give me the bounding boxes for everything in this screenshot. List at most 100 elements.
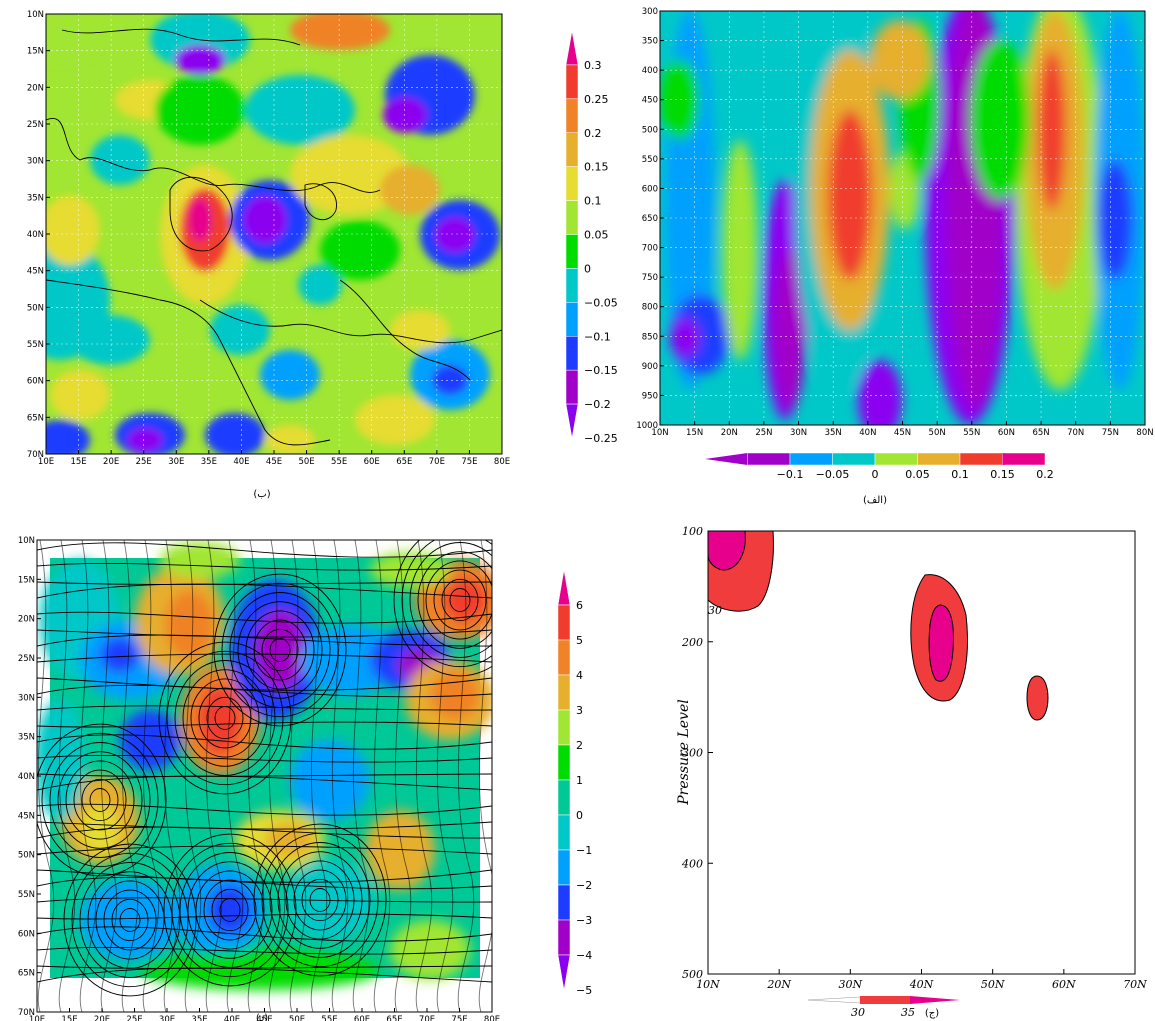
panel-dal: 10E 15E 20E 25E 30E 35E 40E 45E 50E 55E 60E 65E 70E 7… <box>18 536 592 1021</box>
streamline <box>213 573 347 727</box>
streamline <box>417 551 492 649</box>
streamline <box>433 569 487 631</box>
streamline <box>79 540 97 1012</box>
streamline <box>163 833 297 987</box>
streamline <box>205 540 223 1012</box>
streamline <box>203 879 257 941</box>
streamline <box>37 734 492 750</box>
panel-b-colorbar-swatch <box>565 132 579 167</box>
panel-b-colorbar: 0.3 0.25 0.2 0.15 0.1 0.05 0 −0.05 −0.1 −0.15 −0.2… <box>565 30 618 445</box>
streamline <box>37 876 492 890</box>
panel-dal-x-tick-label: 45E <box>256 1015 272 1021</box>
panel-b-x-tick-label: 45E <box>266 457 282 467</box>
streamline <box>174 660 276 776</box>
panel-b-x-tick-label: 55E <box>331 457 347 467</box>
streamline <box>37 926 492 942</box>
panel-dal-colorbar-swatch <box>557 604 571 641</box>
panel-dal-colorbar-label: 3 <box>576 704 583 717</box>
streamline <box>37 721 492 728</box>
panel-alef-colorbar-swatch <box>959 452 1003 466</box>
panel-dal-x-tick-label: 65E <box>386 1015 402 1021</box>
panel-alef-y-tick-label: 750 <box>642 273 658 283</box>
panel-jim-y-tick-label: 500 <box>682 968 703 981</box>
panel-alef-colorbar-swatch <box>747 452 791 466</box>
panel-jim-caption: (ج) <box>925 1008 939 1019</box>
streamline <box>394 540 412 1012</box>
streamline <box>37 967 492 983</box>
panel-alef-y-tick-label: 950 <box>642 391 658 401</box>
streamline <box>425 560 492 640</box>
panel-dal-y-tick-label: 25N <box>18 654 35 664</box>
panel-jim-colorbar-label: 35 <box>901 1006 915 1019</box>
panel-alef-y-tick-label: 350 <box>642 37 658 47</box>
panel-alef-caption: (الف) <box>863 495 887 506</box>
panel-dal-x-ticks: 10E 15E 20E 25E 30E 35E 40E 45E 50E 55E 60E 65E 70E 7… <box>29 1008 500 1021</box>
panel-alef-x-tick-label: 60N <box>998 428 1015 438</box>
panel-dal-y-tick-label: 40N <box>18 772 35 782</box>
streamline <box>63 843 197 997</box>
streamline <box>237 601 323 699</box>
panel-b-colorbar-swatch <box>565 166 579 201</box>
streamline <box>103 889 157 951</box>
contour-region <box>432 365 468 395</box>
panel-alef-y-tick-label: 1000 <box>636 421 658 431</box>
panel-dal-colorbar-label: −4 <box>576 949 592 962</box>
contour-region <box>355 395 435 445</box>
streamline <box>37 775 492 791</box>
panel-b-x-tick-label: 75E <box>461 457 477 467</box>
panel-alef-y-tick-label: 850 <box>642 332 658 342</box>
panel-dal-colorbar-swatch <box>557 779 571 816</box>
streamline <box>261 628 299 672</box>
panel-b-colorbar-swatch <box>565 98 579 134</box>
streamline <box>57 751 143 849</box>
panel-b-x-tick-label: 30E <box>168 457 184 467</box>
panel-b-colorbar-label: 0.05 <box>584 229 609 242</box>
panel-jim-y-tick-label: 100 <box>682 525 703 538</box>
panel-b-colorbar-swatch <box>565 64 579 100</box>
contour-region <box>383 97 427 133</box>
streamline <box>37 684 492 698</box>
panel-b-coastlines <box>46 28 502 446</box>
panel-jim-y-tick-label: 300 <box>682 747 703 760</box>
streamline <box>37 754 492 763</box>
panel-alef-y-tick-label: 650 <box>642 214 658 224</box>
panel-b-x-tick-label: 40E <box>233 457 249 467</box>
streamline <box>37 653 492 663</box>
streamline <box>41 732 159 868</box>
streamline <box>158 641 292 795</box>
streamline <box>310 540 328 1012</box>
contour-30-c <box>1026 675 1049 721</box>
panel-dal-streamlines <box>37 540 492 1012</box>
contour-region <box>670 318 700 358</box>
panel-dal-y-tick-label: 15N <box>18 575 35 585</box>
panel-alef-colorbar-label: 0 <box>872 468 879 481</box>
contour-region <box>150 14 250 70</box>
streamline <box>268 540 286 1012</box>
panel-alef-y-tick-label: 300 <box>642 7 658 17</box>
panel-b-y-tick-label: 35N <box>27 193 44 203</box>
panel-alef-colorbar-label: 0.2 <box>1036 468 1054 481</box>
streamline <box>221 582 339 718</box>
streamline <box>37 540 55 1012</box>
panel-dal-colorbar-swatch <box>557 814 571 851</box>
streamline <box>81 778 119 822</box>
panel-dal-colorbar-swatch <box>557 849 571 886</box>
streamline <box>163 540 181 1012</box>
panel-alef-x-tick-label: 65N <box>1032 428 1049 438</box>
panel-alef: 10N 15N 20N 25N 30N 35N 40N 45N 50N 55N 60N 65N 70N 7… <box>636 7 1153 506</box>
panel-dal-x-tick-label: 35E <box>191 1015 207 1021</box>
streamline <box>226 540 244 1012</box>
streamline <box>269 842 371 958</box>
panel-dal-x-tick-label: 15E <box>61 1015 77 1021</box>
panel-dal-x-tick-label: 10E <box>29 1015 45 1021</box>
panel-b-colorbar-label: 0 <box>584 262 591 275</box>
streamline <box>373 540 391 1012</box>
panel-dal-x-tick-label: 75E <box>451 1015 467 1021</box>
panel-dal-x-tick-label: 55E <box>321 1015 337 1021</box>
panel-jim-x-tick-label: 50N <box>981 978 1005 991</box>
panel-b-colorbar-label: 0.25 <box>584 93 609 106</box>
panel-dal-colorbar-swatch <box>557 744 571 781</box>
panel-alef-x-tick-label: 15N <box>686 428 703 438</box>
panel-b-colorbar-label: 0.15 <box>584 161 609 174</box>
panel-alef-colorbar-swatch <box>917 452 961 466</box>
